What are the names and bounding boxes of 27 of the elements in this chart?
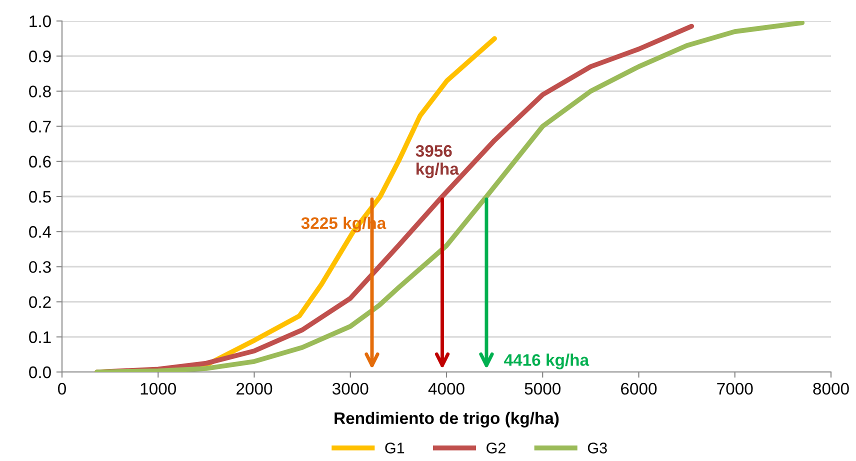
y-tick-label: 0.8 (29, 86, 51, 98)
y-tick-label: 0.0 (29, 366, 51, 378)
x-tick-label: 2000 (236, 382, 272, 395)
x-tick-label: 8000 (813, 382, 849, 395)
y-tick-label: 0.3 (29, 261, 51, 273)
y-tick-label: 0.7 (29, 120, 51, 133)
x-tick-label: 6000 (621, 382, 657, 395)
y-tick-label: 1.0 (30, 15, 51, 28)
y-tick-label: 0.1 (29, 331, 51, 344)
line-series (94, 21, 805, 372)
x-axis-title: Rendimiento de trigo (kg/ha) (334, 412, 559, 428)
x-tick-label: 4000 (428, 382, 464, 395)
x-tick-label: 5000 (524, 382, 561, 395)
legend-label: G2 (486, 442, 506, 454)
annotation: 3956 kg/ha (416, 145, 459, 178)
legend-label: G3 (588, 442, 607, 454)
y-tick-label: 0.6 (29, 156, 51, 168)
x-tick-label: 7000 (717, 382, 753, 395)
x-tick-label: 1000 (140, 382, 176, 395)
legend-label: G1 (385, 442, 404, 454)
x-tick-label: 3000 (332, 382, 368, 395)
y-tick-label: 0.4 (29, 226, 52, 238)
y-tick-label: 0.9 (29, 50, 51, 62)
x-tick-label: 0 (58, 382, 66, 395)
y-tick-label: 0.2 (29, 296, 51, 308)
annotation: 4416 kg/ha (504, 354, 590, 370)
y-tick-label: 0.5 (29, 190, 51, 203)
